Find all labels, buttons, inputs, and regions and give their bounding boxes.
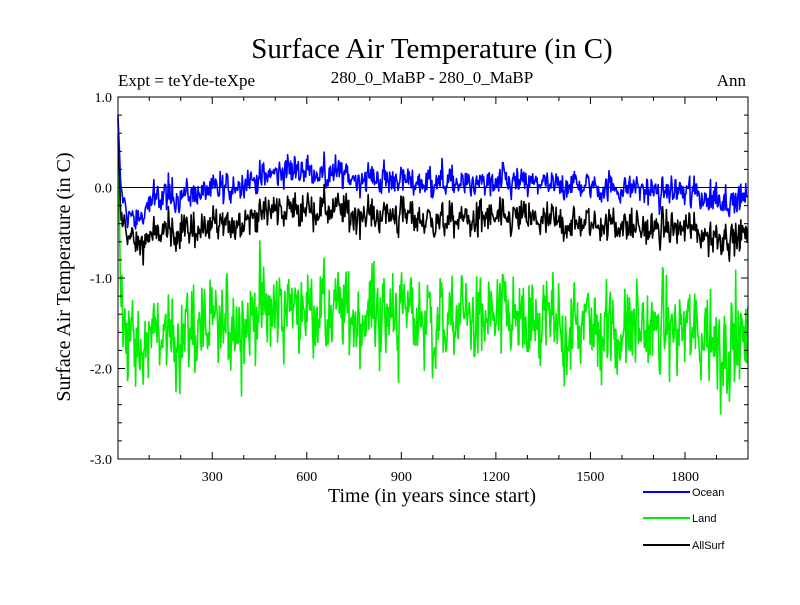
ticks-layer: 300 600 900 1200 1500 1800 1.0 0.0 -1.0 -2.0 -3.0 [90, 91, 748, 485]
chart-subtitle-center: 280_0_MaBP - 280_0_MaBP [331, 68, 533, 87]
legend: Ocean Land AllSurf [643, 487, 725, 552]
y-tick-label: 0.0 [95, 182, 113, 197]
x-tick-label: 1800 [671, 470, 699, 485]
x-tick-label: 600 [296, 470, 317, 485]
series-line-allsurf [117, 119, 749, 266]
series-line-land [117, 133, 749, 415]
legend-label-land: Land [692, 513, 716, 525]
chart-title: Surface Air Temperature (in C) [251, 33, 612, 65]
legend-label-allsurf: AllSurf [692, 540, 725, 552]
legend-label-ocean: Ocean [692, 487, 724, 499]
x-tick-label: 300 [202, 470, 223, 485]
chart-subtitle-left: Expt = teYde-teXpe [118, 71, 255, 90]
x-tick-label: 1500 [576, 470, 604, 485]
x-tick-label: 900 [391, 470, 412, 485]
series-line-ocean [117, 115, 749, 230]
y-axis-label: Surface Air Temperature (in C) [53, 152, 75, 401]
x-axis-label: Time (in years since start) [328, 485, 536, 507]
chart-subtitle-right: Ann [717, 71, 747, 90]
y-tick-label: 1.0 [95, 91, 113, 106]
series-layer [117, 115, 749, 415]
y-tick-label: -2.0 [90, 363, 112, 378]
x-tick-label: 1200 [482, 470, 510, 485]
y-tick-label: -1.0 [90, 272, 112, 287]
y-tick-label: -3.0 [90, 453, 112, 468]
